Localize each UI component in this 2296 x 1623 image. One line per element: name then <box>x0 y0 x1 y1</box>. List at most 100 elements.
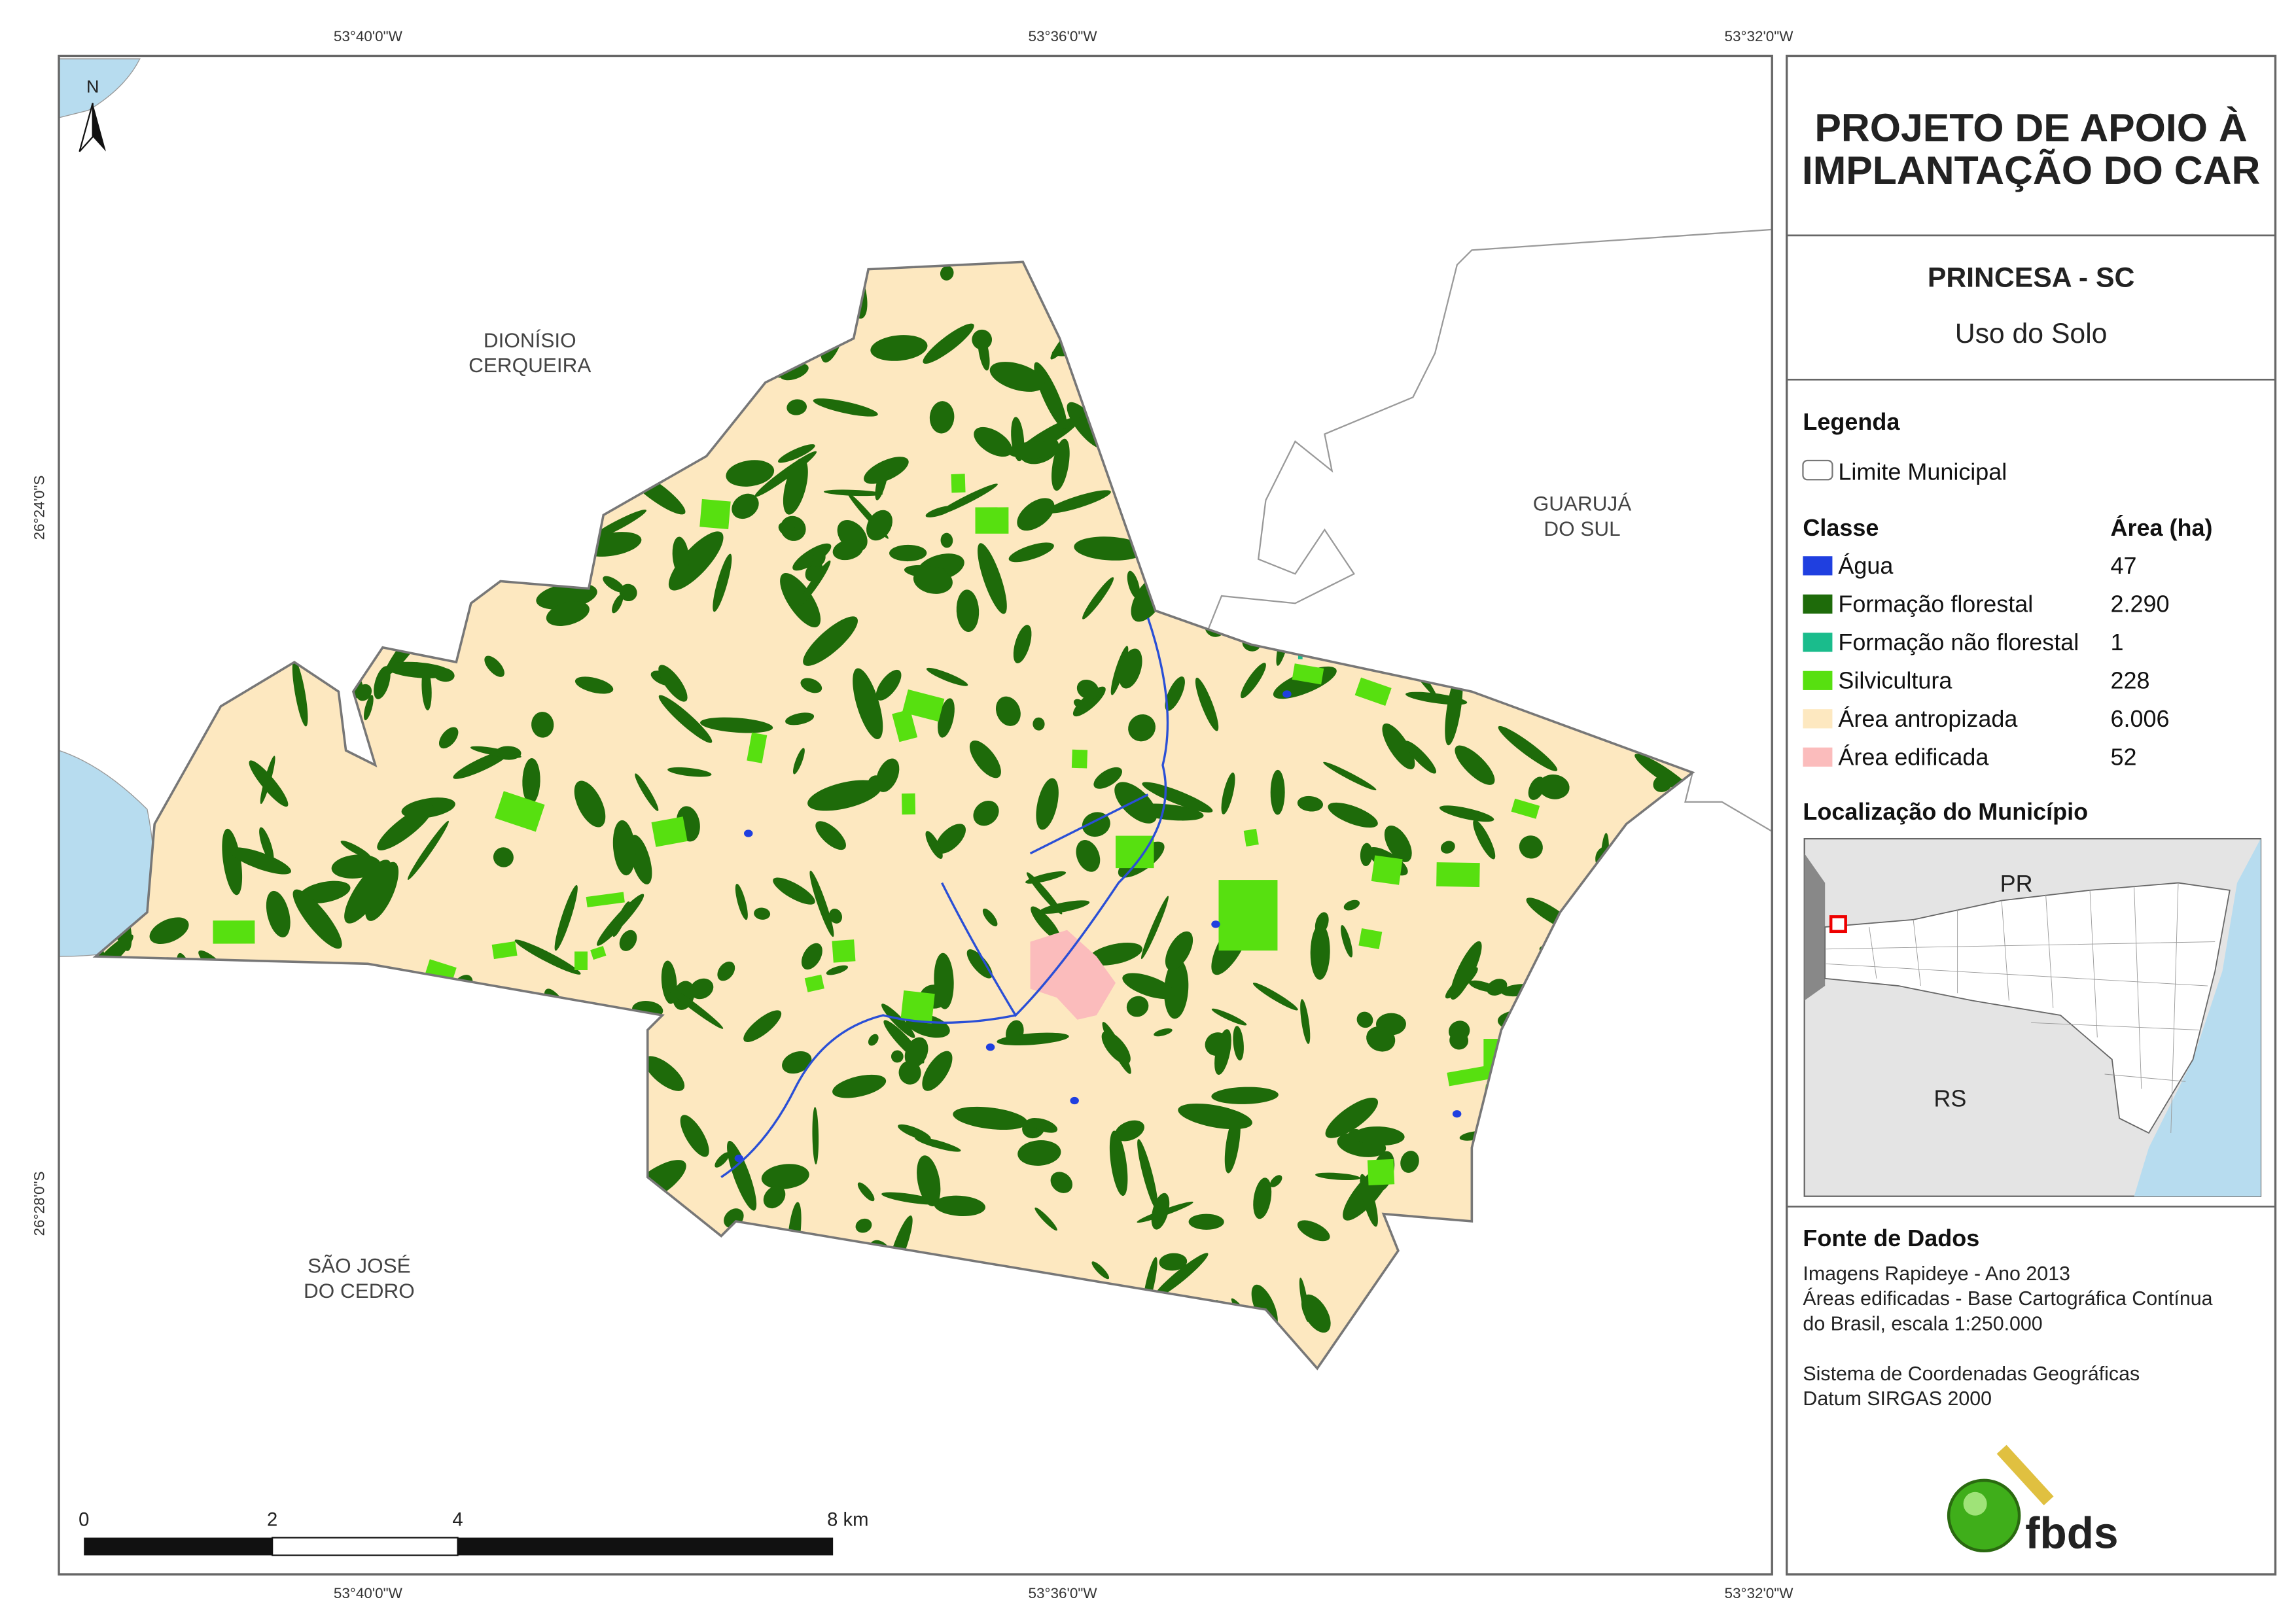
silviculture-patch <box>1354 677 1392 706</box>
forest-patch <box>292 659 308 727</box>
forest-patch <box>1039 900 1090 914</box>
scale-segment <box>457 1537 834 1556</box>
silviculture-patch <box>902 689 945 722</box>
forest-patch <box>925 506 953 517</box>
source-line: Imagens Rapideye - Ano 2013 <box>1803 1263 2070 1285</box>
forest-patch <box>1519 835 1543 859</box>
forest-patch <box>1036 778 1059 830</box>
forest-patch <box>1152 1253 1209 1299</box>
forest-patch <box>1122 973 1175 1000</box>
logo: fbds <box>1947 1444 2119 1558</box>
legend-area: 47 <box>2111 552 2137 579</box>
legend-swatch <box>1803 633 1833 652</box>
forest-patch <box>453 750 512 779</box>
forest-patch <box>222 828 243 896</box>
scale-segment <box>84 1537 273 1556</box>
forest-patch <box>493 847 514 867</box>
forest-patch <box>1164 958 1189 1019</box>
legend-swatch <box>1803 594 1833 614</box>
forest-patch <box>1323 761 1377 791</box>
forest-patch <box>1300 999 1311 1044</box>
legend-header: Área (ha) <box>2111 514 2213 541</box>
location-title: Localização do Município <box>1803 798 2088 825</box>
forest-patch <box>1310 924 1330 980</box>
forest-patch <box>1270 769 1285 815</box>
forest-patch <box>778 444 815 463</box>
logo-circle <box>1947 1478 2021 1553</box>
forest-patch <box>812 551 826 567</box>
forest-patch <box>956 589 980 633</box>
forest-patch <box>1091 1261 1110 1280</box>
source-line: Sistema de Coordenadas Geográficas <box>1803 1363 2140 1385</box>
forest-patch <box>597 894 645 946</box>
forest-patch <box>1142 782 1213 813</box>
neighbor-name: DIONÍSIO <box>484 328 576 352</box>
forest-patch <box>726 460 775 487</box>
forest-patch <box>727 1140 757 1211</box>
forest-patch <box>823 489 883 497</box>
forest-patch <box>1299 1278 1309 1322</box>
forest-patch <box>612 820 636 876</box>
map-area <box>59 56 1773 1575</box>
subtitle: Uso do Solo <box>1955 318 2108 349</box>
silviculture-patch <box>1116 835 1154 869</box>
north-arrow: N <box>79 77 106 152</box>
forest-patch <box>1025 871 1067 884</box>
scale-bar: 0 2 4 8 km <box>79 1510 869 1556</box>
forest-patch <box>904 1037 928 1068</box>
forest-patch <box>735 884 748 920</box>
forest-patch <box>1114 1120 1144 1142</box>
forest-patch <box>915 1137 961 1152</box>
forest-patch <box>1076 679 1099 699</box>
forest-patch <box>1033 717 1045 731</box>
forest-patch <box>973 800 999 826</box>
forest-patch <box>1538 774 1570 799</box>
location-map: PR RS <box>1803 837 2262 1197</box>
title: IMPLANTAÇÃO DO CAR <box>1802 148 2260 192</box>
forest-patch <box>926 667 968 686</box>
forest-patch <box>732 493 759 519</box>
silviculture-patch <box>1367 1159 1395 1185</box>
silviculture-patch <box>951 474 966 493</box>
water-patch <box>1070 1096 1079 1105</box>
silviculture-patch <box>1371 855 1403 885</box>
forest-patch <box>1151 1193 1170 1230</box>
forest-patch <box>1315 1172 1360 1181</box>
forest-patch <box>1448 1021 1470 1041</box>
forest-patch <box>363 695 374 721</box>
forest-patch <box>1253 1178 1272 1219</box>
silviculture-patch <box>975 507 1009 534</box>
forest-patch <box>826 965 849 975</box>
forest-patch <box>1109 1130 1128 1196</box>
forest-patch <box>574 676 614 694</box>
forest-patch <box>1354 1126 1405 1146</box>
water-patch <box>1452 1110 1462 1118</box>
forest-patch <box>1126 996 1149 1017</box>
water-body <box>59 58 141 118</box>
silviculture-patch <box>902 793 916 815</box>
legend-swatch <box>1803 671 1833 690</box>
forest-patch <box>635 773 659 811</box>
forest-patch <box>857 1182 875 1202</box>
forest-patch <box>870 335 928 361</box>
river <box>720 618 1169 1178</box>
legend-label: Formação florestal <box>1838 591 2033 618</box>
forest-patch <box>1128 714 1156 742</box>
forest-patch <box>868 1034 879 1046</box>
forest-patch <box>868 775 883 789</box>
neighbor-country <box>1804 853 1826 1001</box>
legend-swatch <box>1803 556 1833 576</box>
legend-swatch <box>1803 709 1833 729</box>
forest-patch <box>717 961 735 981</box>
silviculture-patch <box>832 939 856 963</box>
forest-patch <box>875 669 902 701</box>
silviculture-patch <box>1511 798 1540 819</box>
forest-patch <box>1439 805 1494 822</box>
source-line: Datum SIRGAS 2000 <box>1803 1388 1992 1410</box>
forest-patch <box>913 567 953 594</box>
forest-patch <box>792 543 832 571</box>
forest-patch <box>667 767 712 777</box>
forest-patch <box>433 667 455 682</box>
forest-patch <box>546 601 590 626</box>
